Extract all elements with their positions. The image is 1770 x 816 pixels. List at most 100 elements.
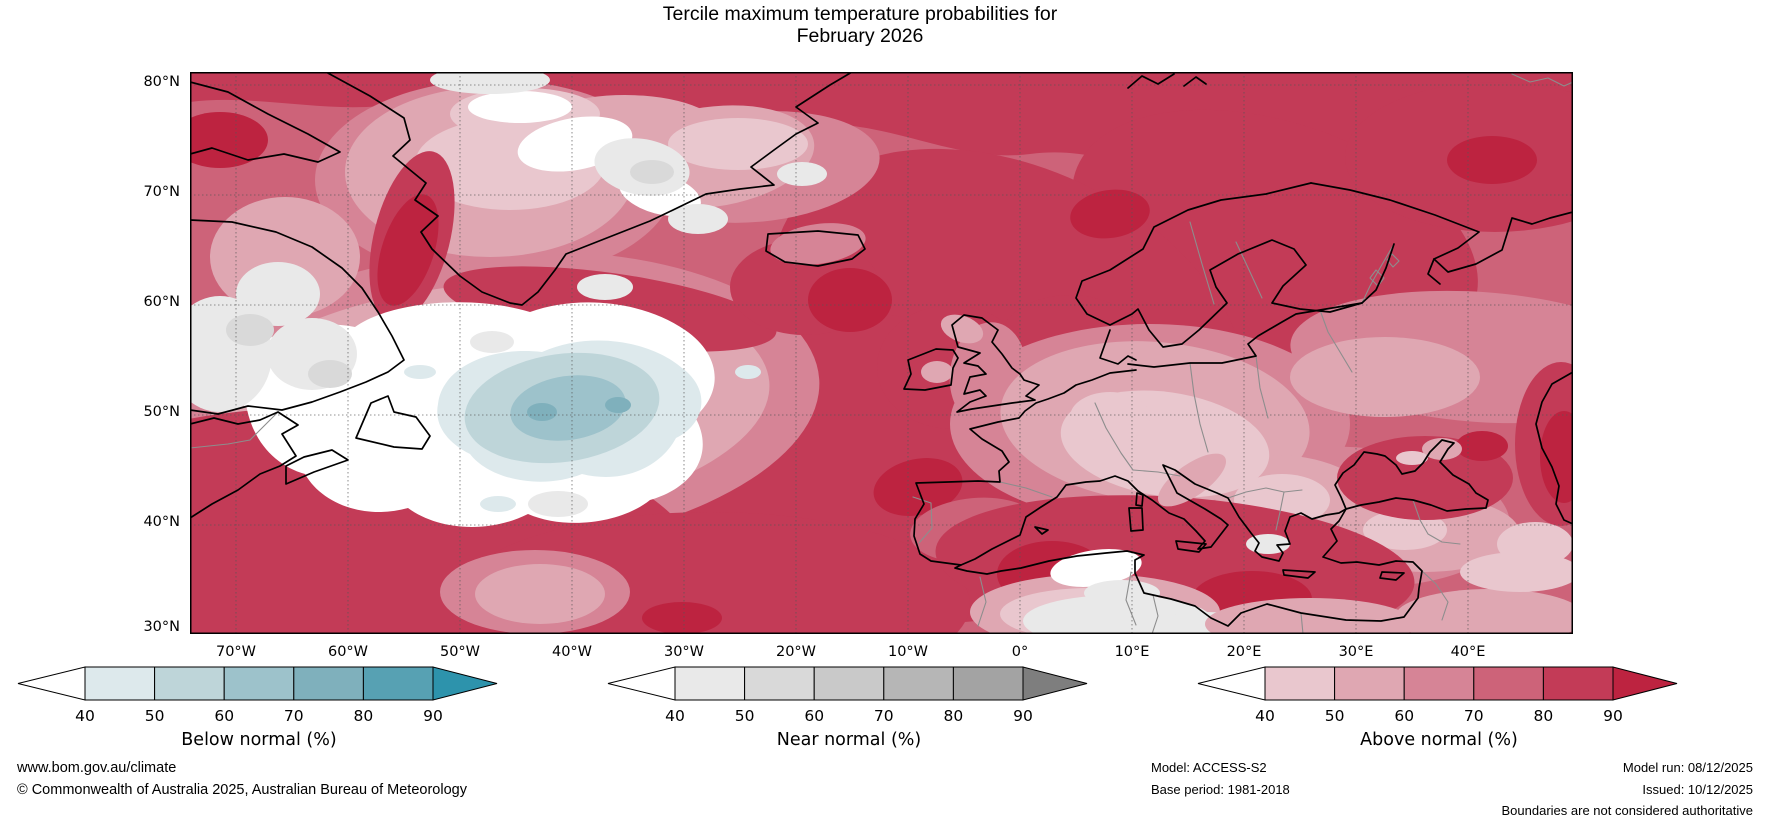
coastline [999, 481, 1053, 498]
legend-colorbar: 40 50 60 70 80 90 Above normal (%) [1197, 666, 1678, 750]
coastline [1132, 469, 1181, 477]
legend-title: Above normal (%) [1360, 730, 1518, 750]
legend-colorbar: 40 50 60 70 80 90 Below normal (%) [17, 666, 498, 750]
lon-label: 40°E [1450, 644, 1486, 660]
contour-fill [377, 194, 439, 306]
coastline [285, 449, 349, 485]
legend-over-arrow [1612, 666, 1678, 701]
contour-fill [668, 118, 808, 170]
coastline [1128, 507, 1144, 532]
chart-title: Tercile maximum temperature probabilitie… [190, 3, 1530, 47]
coastline [355, 395, 431, 450]
lat-label: 40°N [143, 514, 180, 530]
legend-segment [154, 666, 225, 701]
coastline [1427, 258, 1441, 285]
contour-fill [226, 314, 274, 346]
contour-fill [808, 268, 892, 332]
legend-tick-label: 50 [735, 707, 755, 725]
model-name: Model: ACCESS-S2 [1151, 760, 1267, 775]
contour-fill [527, 403, 557, 421]
legend-tick-label: 70 [874, 707, 894, 725]
legend-segment [1334, 666, 1405, 701]
contour-fill [642, 602, 722, 634]
contour-fill [668, 204, 728, 234]
contour-fill [1456, 431, 1508, 461]
legend-tick-label: 40 [75, 707, 95, 725]
coastline [1275, 491, 1285, 531]
coastline [1189, 221, 1215, 305]
lon-label: 0° [1011, 644, 1029, 660]
lat-label: 80°N [143, 74, 180, 90]
legend-under-arrow [607, 666, 676, 701]
legend-segment [1473, 666, 1544, 701]
lon-label: 20°E [1226, 644, 1262, 660]
coastline [1412, 499, 1461, 545]
legend-tick-label: 60 [804, 707, 824, 725]
coastline [1227, 487, 1303, 499]
copyright-text: © Commonwealth of Australia 2025, Austra… [17, 782, 467, 798]
contour-fill [510, 375, 626, 441]
run-info-block: Model run: 08/12/2025 Issued: 10/12/2025… [1502, 757, 1754, 816]
coastline [1421, 570, 1449, 621]
contour-fill [528, 491, 588, 517]
legend-tick-label: 60 [214, 707, 234, 725]
coastline [1300, 612, 1304, 634]
lon-label: 40°W [551, 644, 593, 660]
coastline [1334, 439, 1489, 512]
contour-fill [1157, 453, 1227, 507]
legend-segment [1403, 666, 1475, 701]
lon-label: 60°W [327, 644, 369, 660]
lon-label: 30°W [663, 644, 705, 660]
coastline [903, 348, 959, 391]
contour-fill [1422, 438, 1462, 460]
legend-tick-label: 90 [1013, 707, 1033, 725]
legend-segment [84, 666, 156, 701]
coastline [1361, 243, 1395, 304]
legend-under-arrow [1197, 666, 1266, 701]
graticule [190, 72, 1573, 634]
legend-over-arrow [432, 666, 498, 701]
lat-label: 60°N [143, 294, 180, 310]
legend-tick-label: 60 [1394, 707, 1414, 725]
coastline [951, 314, 1040, 413]
issued-date: Issued: 10/12/2025 [1642, 781, 1753, 797]
coastline [765, 230, 866, 267]
contour-fill [1540, 411, 1573, 503]
lat-label: 50°N [143, 404, 180, 420]
coastline [1034, 526, 1049, 535]
legend-tick-label: 40 [1255, 707, 1275, 725]
coastline [1094, 402, 1134, 471]
coastline [1379, 571, 1405, 581]
coastline [913, 369, 1347, 566]
coastline [1310, 182, 1573, 273]
contour-fill [940, 314, 984, 344]
contour-fill [190, 112, 268, 168]
legend-tick-label: 90 [1603, 707, 1623, 725]
legend-segment [1264, 666, 1336, 701]
contour-fill [236, 262, 320, 326]
legend-segment [293, 666, 364, 701]
contour-fill [630, 160, 674, 184]
contour-fill [1396, 451, 1428, 465]
contour-fill [577, 274, 633, 300]
coastline [977, 576, 987, 627]
contour-fill [1070, 189, 1150, 239]
coastline [1175, 540, 1207, 553]
legend-tick-label: 70 [284, 707, 304, 725]
coastline [1135, 492, 1144, 507]
contour-fill [468, 91, 572, 123]
coastline [1075, 182, 1395, 348]
lon-label: 10°W [887, 644, 929, 660]
legend-tick-label: 70 [1464, 707, 1484, 725]
contour-fill [470, 331, 514, 353]
coastline [1189, 362, 1209, 453]
chart-title-line1: Tercile maximum temperature probabilitie… [662, 3, 1058, 25]
legend-segment [744, 666, 815, 701]
contour-fill [1363, 510, 1447, 550]
legend-segment [1542, 666, 1614, 701]
contour-fill [777, 162, 827, 186]
legend-above: 40 50 60 70 80 90 Above normal (%) [1180, 664, 1770, 756]
coastline [954, 508, 1423, 627]
map-canvas [190, 72, 1573, 634]
